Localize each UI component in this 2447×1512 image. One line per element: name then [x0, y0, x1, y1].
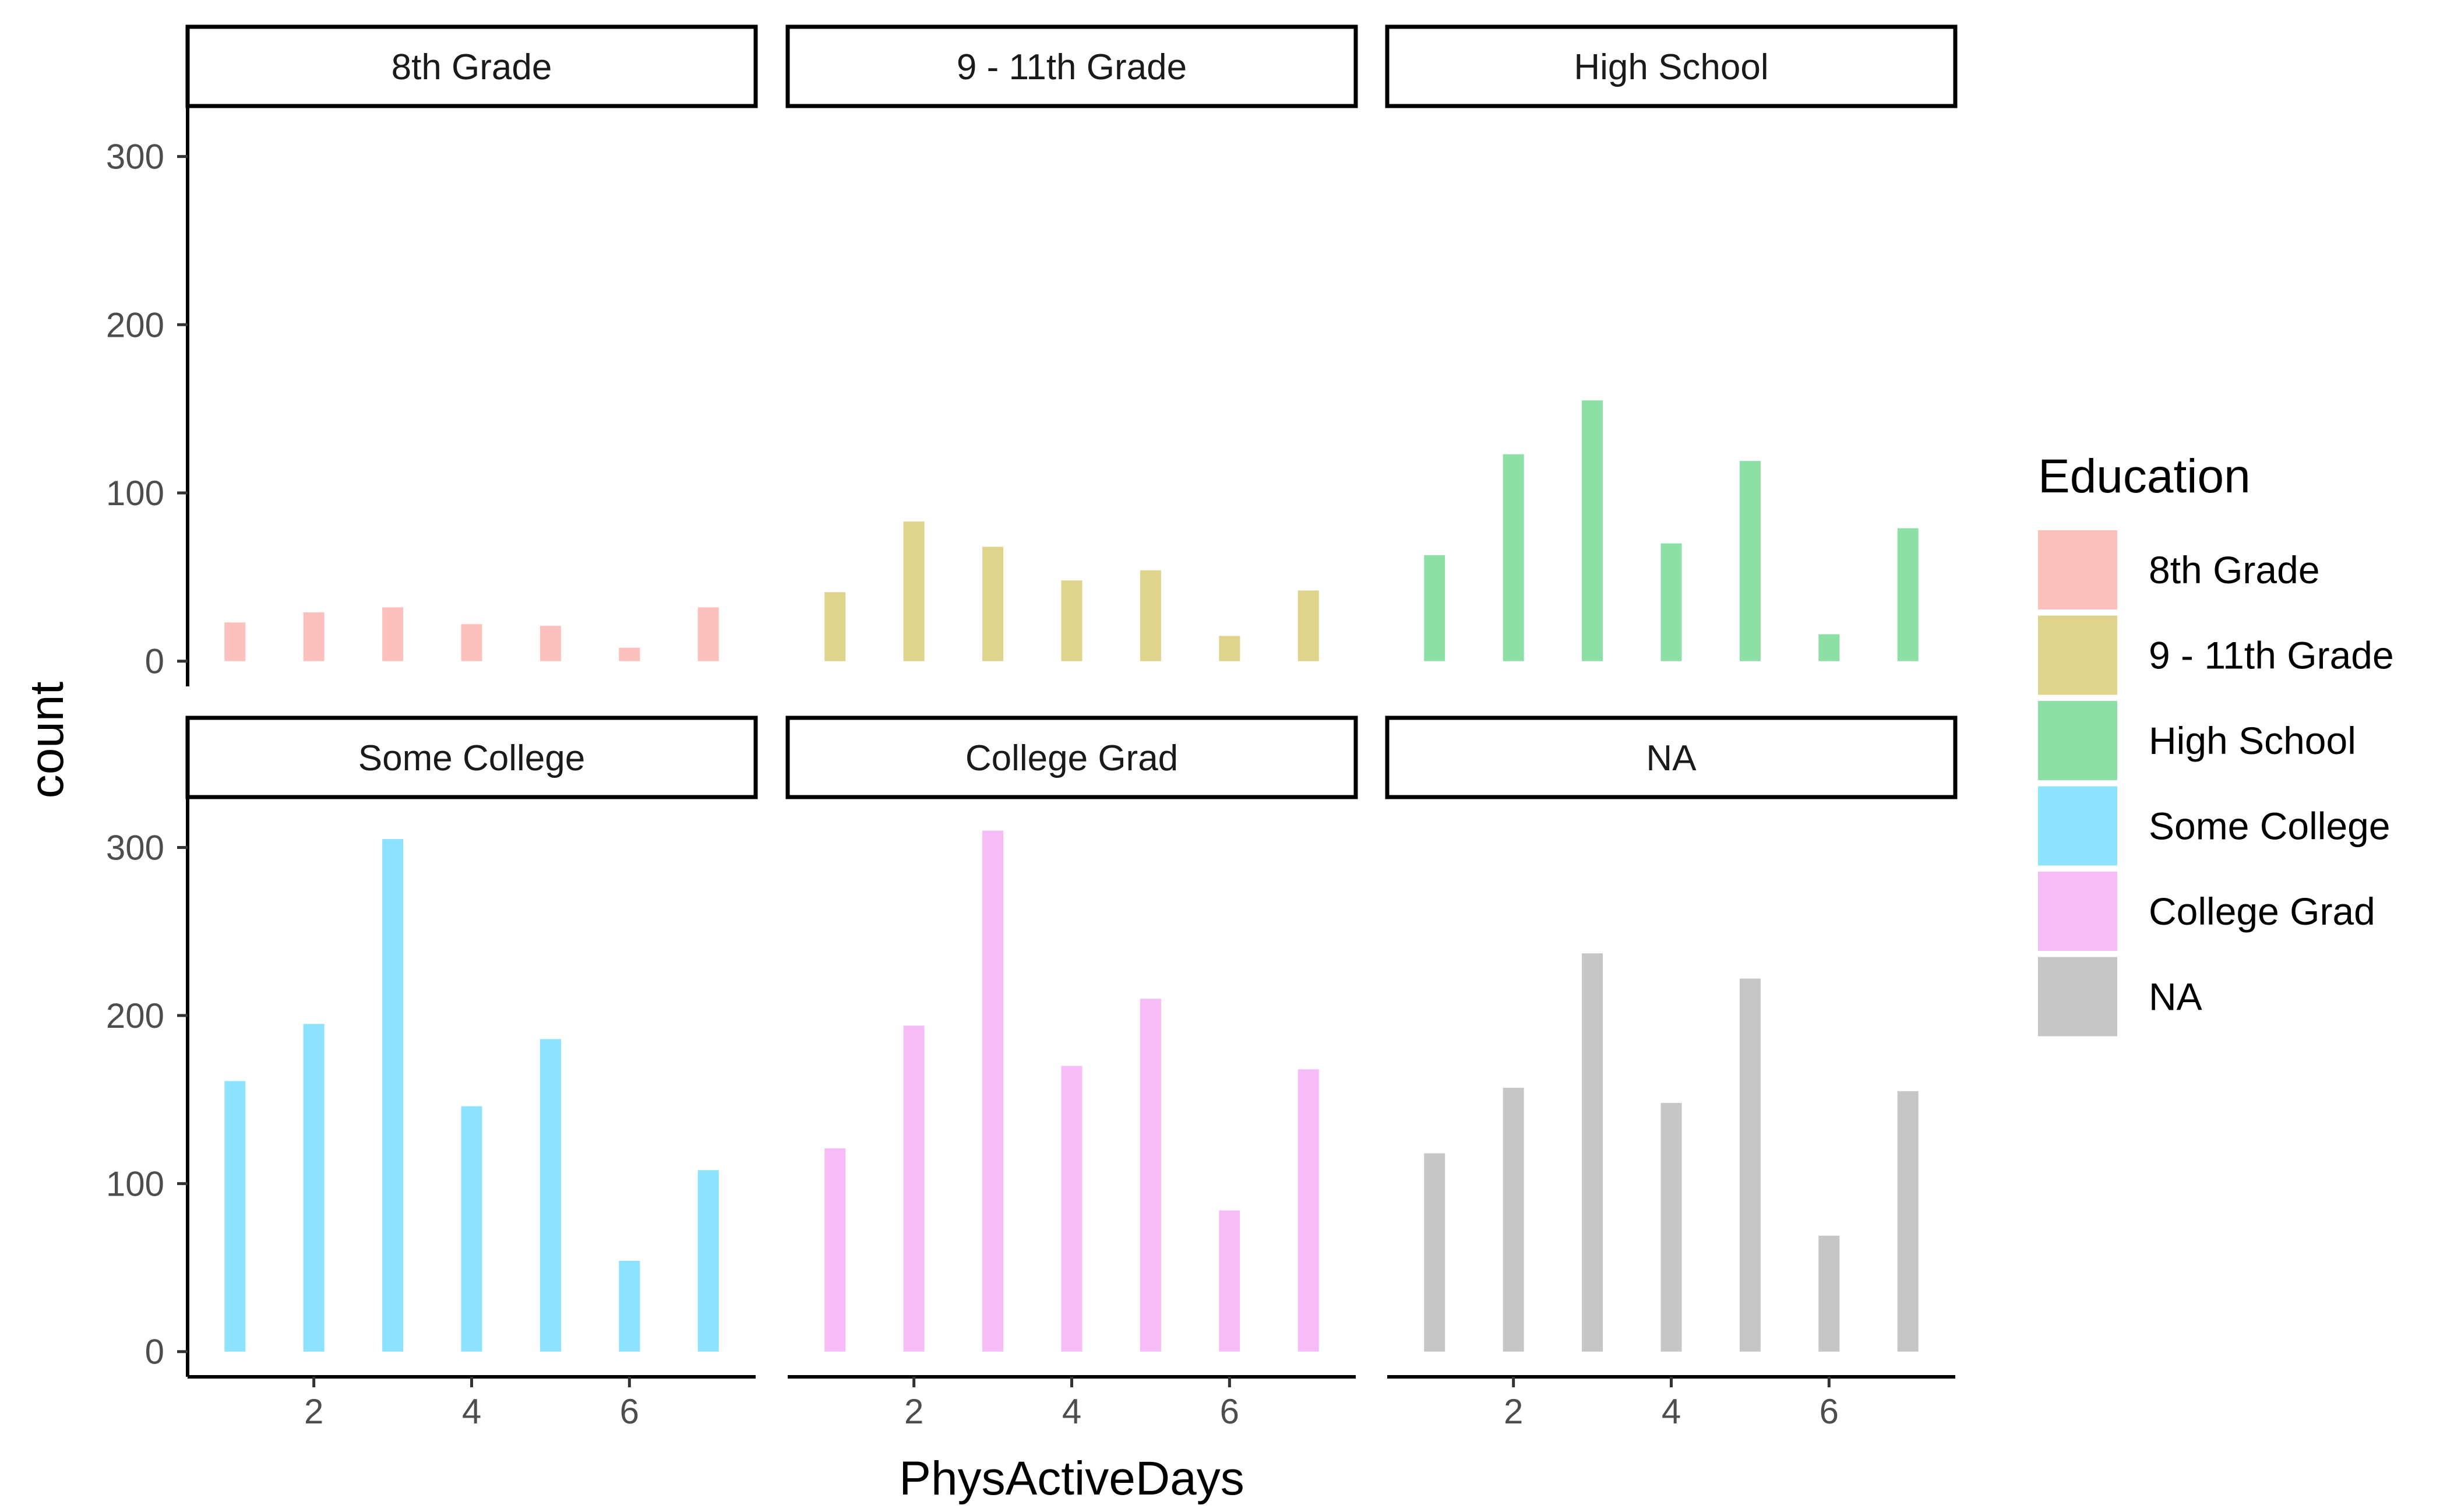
- y-tick-label: 200: [106, 305, 164, 344]
- legend-label: 9 - 11th Grade: [2149, 634, 2394, 677]
- x-tick-label: 2: [904, 1392, 923, 1431]
- legend: Education 8th Grade 9 - 11th Grade High Sch…: [2038, 450, 2394, 1037]
- x-axis-title: PhysActiveDays: [899, 1452, 1244, 1505]
- bar: [1424, 555, 1445, 661]
- facet-strip: [1385, 716, 1958, 799]
- legend-key: [2038, 530, 2117, 609]
- facet-panel: High School: [1385, 24, 1958, 661]
- legend-label: Some College: [2149, 805, 2390, 848]
- bar: [1140, 570, 1161, 661]
- y-tick-label: 0: [145, 1333, 164, 1372]
- bar: [697, 1170, 719, 1352]
- bar: [1297, 1069, 1319, 1352]
- facet-panel: 8th Grade 0 100 200 300: [106, 24, 758, 686]
- facet-panel: NA 2 4 6: [1385, 716, 1958, 1431]
- x-tick-label: 4: [1062, 1392, 1081, 1431]
- x-tick-label: 4: [1662, 1392, 1681, 1431]
- bar: [382, 839, 404, 1352]
- x-tick-label: 4: [462, 1392, 481, 1431]
- bar: [224, 622, 246, 661]
- facet-strip-label: 8th Grade: [392, 47, 552, 87]
- bar: [982, 830, 1004, 1352]
- legend-key: [2038, 701, 2117, 780]
- facet-strip-label: Some College: [358, 738, 585, 778]
- y-tick-label: 0: [145, 642, 164, 681]
- bar: [461, 1106, 482, 1352]
- bar: [697, 607, 719, 661]
- bar: [540, 626, 561, 661]
- facet-strip-label: College Grad: [965, 738, 1178, 778]
- facet-strip: [1385, 24, 1958, 108]
- bar: [1897, 1091, 1919, 1352]
- bar: [382, 607, 404, 661]
- bar: [1582, 400, 1603, 661]
- y-tick-label: 300: [106, 138, 164, 177]
- legend-label: 8th Grade: [2149, 548, 2320, 591]
- facet-strip: [185, 24, 758, 108]
- y-tick-label: 300: [106, 829, 164, 868]
- legend-label: High School: [2149, 719, 2356, 762]
- legend-key: [2038, 786, 2117, 866]
- bar: [1660, 543, 1682, 661]
- bar: [1424, 1153, 1445, 1352]
- bar: [1660, 1102, 1682, 1352]
- legend-label: NA: [2149, 975, 2202, 1018]
- bar: [824, 592, 846, 661]
- bar: [303, 612, 325, 661]
- bar: [1739, 978, 1761, 1352]
- x-tick-label: 2: [304, 1392, 323, 1431]
- bar: [1297, 590, 1319, 661]
- facet-strip: [785, 24, 1358, 108]
- bar: [461, 624, 482, 661]
- bar: [1061, 1066, 1083, 1352]
- bar: [619, 1261, 640, 1352]
- bar: [824, 1148, 846, 1352]
- bar: [224, 1081, 246, 1352]
- facet-panel: 9 - 11th Grade: [785, 24, 1358, 661]
- bar: [1503, 1087, 1524, 1352]
- legend-key: [2038, 615, 2117, 695]
- x-tick-label: 6: [1820, 1392, 1839, 1431]
- facet-strip: [185, 716, 758, 799]
- facet-panel: Some College 0 100 200 300 2 4 6: [106, 716, 758, 1431]
- legend-key: [2038, 957, 2117, 1037]
- x-tick-label: 6: [620, 1392, 639, 1431]
- bar: [982, 547, 1004, 661]
- bar: [619, 647, 640, 661]
- facet-strip-label: NA: [1646, 738, 1697, 778]
- facet-strip-label: High School: [1574, 47, 1768, 87]
- x-tick-label: 2: [1504, 1392, 1523, 1431]
- facet-panel: College Grad 2 4 6: [785, 716, 1358, 1431]
- bar: [1582, 953, 1603, 1352]
- facet-strip-label: 9 - 11th Grade: [957, 47, 1187, 87]
- bar: [1219, 1210, 1240, 1352]
- legend-key: [2038, 872, 2117, 951]
- y-tick-label: 100: [106, 1164, 164, 1203]
- bar: [903, 521, 925, 661]
- x-tick-label: 6: [1220, 1392, 1239, 1431]
- y-axis-title: count: [20, 681, 73, 798]
- bar: [1818, 1235, 1840, 1352]
- bar: [1061, 580, 1083, 661]
- legend-label: College Grad: [2149, 890, 2375, 933]
- bar: [303, 1024, 325, 1352]
- y-tick-label: 200: [106, 996, 164, 1035]
- bar: [1818, 634, 1840, 661]
- legend-title: Education: [2038, 450, 2251, 503]
- bar: [1219, 636, 1240, 661]
- facet-strip: [785, 716, 1358, 799]
- bar: [1503, 454, 1524, 661]
- bar: [1140, 999, 1161, 1352]
- bar: [1897, 528, 1919, 661]
- bar: [903, 1025, 925, 1352]
- bar: [540, 1039, 561, 1352]
- bar: [1739, 461, 1761, 661]
- y-tick-label: 100: [106, 474, 164, 513]
